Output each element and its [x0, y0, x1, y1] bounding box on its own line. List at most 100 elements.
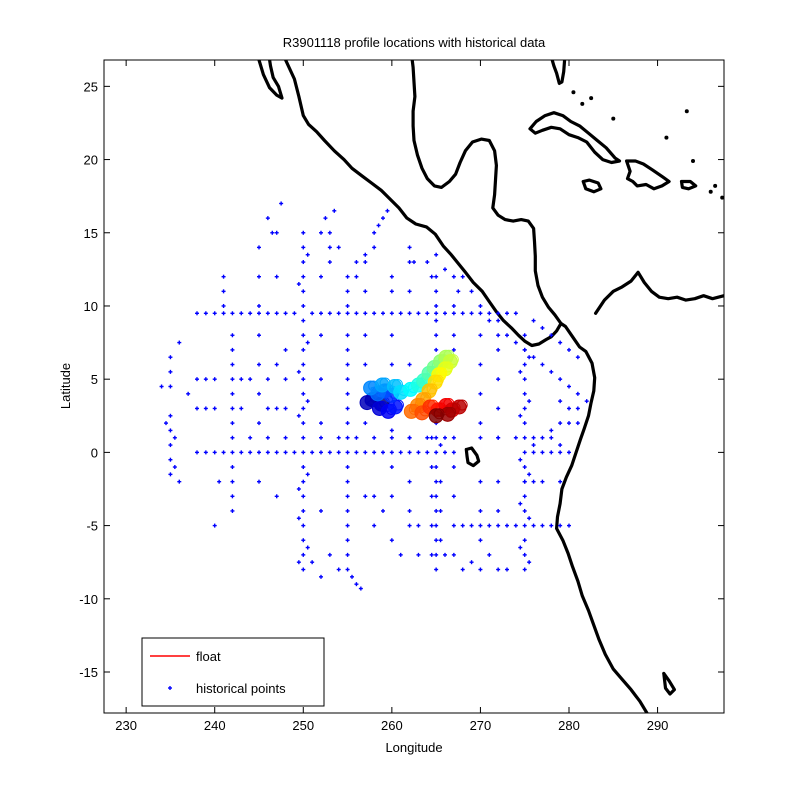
coastline-baja	[257, 60, 284, 100]
historical-point	[478, 311, 483, 316]
historical-point	[195, 311, 199, 316]
historical-point	[434, 523, 439, 528]
y-axis-label: Latitude	[58, 363, 73, 409]
float-profile-marker	[428, 408, 444, 424]
historical-point	[451, 303, 456, 308]
historical-point	[584, 399, 589, 404]
historical-point	[230, 377, 235, 382]
historical-point	[301, 303, 306, 308]
y-tick-label: 15	[84, 226, 98, 241]
historical-point	[522, 333, 527, 338]
historical-point	[283, 377, 288, 382]
historical-point	[540, 450, 545, 455]
historical-point	[567, 450, 571, 455]
historical-point	[265, 216, 270, 221]
legend: float historical points	[141, 637, 325, 707]
historical-point	[434, 274, 439, 279]
historical-point	[283, 406, 288, 411]
historical-point	[345, 435, 350, 440]
historical-point	[230, 494, 235, 499]
historical-point	[345, 391, 350, 396]
historical-point	[345, 552, 350, 557]
chart-title: R3901118 profile locations with historic…	[283, 35, 546, 50]
historical-point	[319, 311, 323, 316]
historical-point	[527, 399, 532, 404]
historical-point	[425, 450, 430, 455]
historical-point	[301, 450, 306, 455]
historical-point	[522, 523, 527, 528]
historical-point	[518, 413, 523, 418]
historical-point	[540, 435, 545, 440]
historical-point	[345, 274, 350, 279]
historical-point	[478, 362, 483, 367]
historical-point	[425, 435, 430, 440]
historical-point	[478, 508, 483, 513]
historical-point	[575, 355, 580, 360]
small-island	[589, 96, 594, 101]
historical-point	[522, 406, 527, 411]
historical-point	[522, 421, 527, 426]
historical-point	[301, 421, 306, 426]
historical-point	[469, 311, 474, 316]
historical-point	[434, 289, 439, 294]
historical-point	[345, 421, 350, 426]
historical-point	[274, 274, 279, 279]
small-island	[708, 189, 713, 194]
historical-point	[248, 377, 253, 382]
historical-point	[301, 245, 306, 250]
historical-point	[389, 428, 394, 433]
float-profile-ring	[392, 399, 404, 411]
historical-point	[389, 311, 394, 316]
historical-point	[172, 465, 177, 470]
historical-point	[389, 538, 394, 543]
historical-point	[513, 523, 518, 528]
small-island	[611, 116, 616, 121]
historical-point	[416, 450, 421, 455]
historical-point	[518, 501, 523, 506]
float-profile-ring	[433, 408, 445, 420]
historical-point	[345, 377, 350, 382]
x-axis-label: Longitude	[385, 740, 442, 755]
historical-point	[522, 391, 527, 396]
coastline-puerto-rico	[679, 179, 698, 191]
historical-point	[522, 362, 527, 367]
historical-point	[522, 450, 527, 455]
historical-point	[478, 333, 483, 338]
historical-point	[434, 552, 439, 557]
historical-point	[301, 508, 306, 513]
historical-point	[549, 523, 554, 528]
historical-point	[257, 450, 261, 455]
historical-point	[221, 274, 226, 279]
historical-point	[407, 362, 412, 367]
historical-point	[381, 311, 385, 316]
historical-point	[230, 508, 235, 513]
historical-point	[332, 208, 337, 213]
float-profile-ring	[426, 383, 438, 395]
coastline-caribbean	[410, 60, 563, 326]
historical-point	[389, 362, 394, 367]
historical-point	[310, 560, 315, 565]
historical-point	[230, 465, 235, 470]
historical-point	[336, 435, 341, 440]
historical-point	[319, 508, 323, 513]
historical-point	[540, 362, 545, 367]
historical-point	[296, 560, 301, 565]
historical-point	[558, 479, 563, 484]
historical-point	[549, 428, 554, 433]
historical-point	[496, 347, 501, 352]
historical-point	[301, 230, 306, 235]
small-island	[720, 195, 724, 200]
historical-point	[389, 274, 394, 279]
historical-point	[301, 347, 306, 352]
historical-point	[522, 494, 527, 499]
historical-point	[434, 347, 439, 352]
historical-point	[518, 369, 523, 374]
historical-point	[451, 465, 456, 470]
historical-point	[522, 465, 527, 470]
historical-point	[274, 311, 279, 316]
historical-point	[558, 523, 563, 528]
island-southeast	[662, 671, 676, 696]
historical-point	[372, 230, 377, 235]
historical-point	[265, 406, 270, 411]
